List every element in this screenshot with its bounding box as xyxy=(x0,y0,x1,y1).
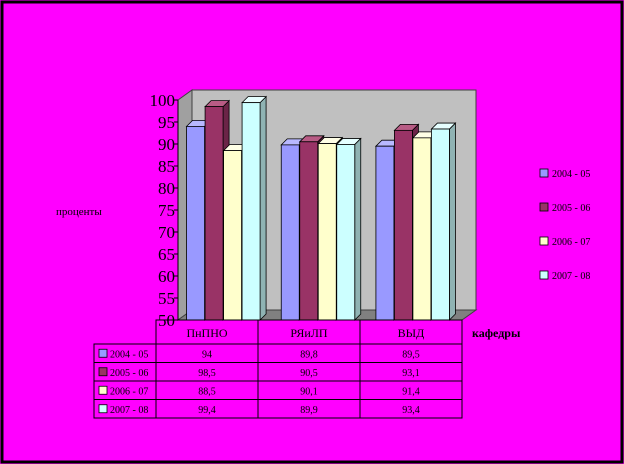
bar-front xyxy=(394,129,413,321)
legend-label: 2005 - 06 xyxy=(552,203,590,214)
y-tick-label: 65 xyxy=(158,245,175,264)
table-value: 89,8 xyxy=(300,349,318,360)
bar-front xyxy=(336,144,356,321)
table-value: 88,5 xyxy=(198,386,216,397)
legend-key xyxy=(539,270,549,280)
table-value: 90,5 xyxy=(300,368,318,379)
bar-front xyxy=(431,128,450,321)
bar xyxy=(335,137,362,321)
table-value: 94 xyxy=(202,349,212,360)
y-tick-label: 95 xyxy=(158,113,175,132)
table-series-label: 2005 - 06 xyxy=(110,368,148,379)
y-tick-label: 55 xyxy=(158,289,175,308)
bar-side xyxy=(354,137,362,321)
bar-front xyxy=(375,145,395,321)
x-axis-title: кафедры xyxy=(472,326,521,340)
legend-key xyxy=(539,168,549,178)
bar-front xyxy=(241,102,261,321)
y-tick-label: 75 xyxy=(158,201,175,220)
table-series-label: 2006 - 07 xyxy=(110,386,148,397)
table-series-label: 2007 - 08 xyxy=(110,405,148,416)
table-value: 93,4 xyxy=(402,405,420,416)
table-value: 89,9 xyxy=(300,405,318,416)
bar-front xyxy=(412,137,432,321)
legend-key xyxy=(539,236,549,246)
bar-front xyxy=(317,143,337,321)
table-value: 91,4 xyxy=(402,386,420,397)
legend-label: 2004 - 05 xyxy=(552,169,590,180)
table-value: 98,5 xyxy=(198,368,216,379)
bar-front xyxy=(280,144,300,321)
y-tick-label: 60 xyxy=(158,267,175,286)
table-series-label: 2004 - 05 xyxy=(110,349,148,360)
table-legend-key xyxy=(98,385,108,395)
bar xyxy=(430,122,457,321)
legend-label: 2006 - 07 xyxy=(552,237,590,248)
bar-front xyxy=(223,150,242,321)
legend-label: 2007 - 08 xyxy=(552,271,590,282)
bar-front xyxy=(299,141,319,321)
table-legend-key xyxy=(98,348,108,358)
table-value: 89,5 xyxy=(402,349,420,360)
y-tick-label: 100 xyxy=(150,91,176,110)
y-tick-label: 70 xyxy=(158,223,175,242)
table-legend-key xyxy=(98,404,108,414)
bar xyxy=(241,95,268,321)
category-label: ПнПНО xyxy=(186,326,227,340)
bar-front xyxy=(204,106,224,321)
table-value: 99,4 xyxy=(198,405,216,416)
table-value: 90,1 xyxy=(300,386,318,397)
table-legend-key xyxy=(98,367,108,377)
bar-side xyxy=(259,95,267,321)
category-label: РЯиЛП xyxy=(290,326,327,340)
bar-front xyxy=(186,126,205,321)
category-label: ВЫД xyxy=(398,326,425,340)
y-tick-label: 85 xyxy=(158,157,175,176)
legend-key xyxy=(539,202,549,212)
table-value: 93,1 xyxy=(402,368,420,379)
y-tick-label: 90 xyxy=(158,135,175,154)
y-tick-label: 80 xyxy=(158,179,175,198)
bar-side xyxy=(449,122,456,321)
y-axis-title: проценты xyxy=(56,206,102,218)
